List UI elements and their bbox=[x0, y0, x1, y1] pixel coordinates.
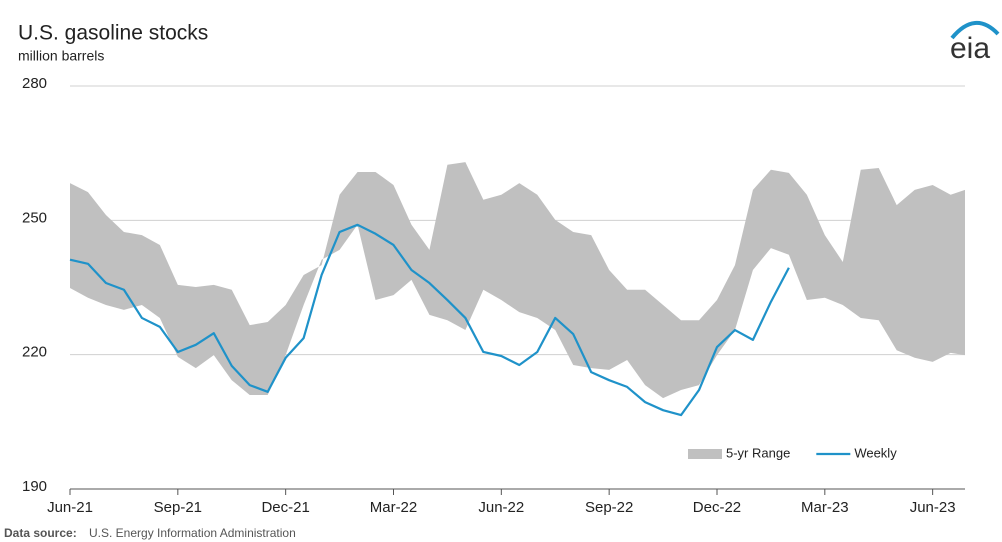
chart-title: U.S. gasoline stocks bbox=[18, 22, 208, 45]
x-tick-label: Jun-21 bbox=[47, 499, 93, 516]
y-tick-label: 220 bbox=[22, 344, 47, 361]
logo-arc bbox=[950, 21, 1000, 40]
y-tick-label: 190 bbox=[22, 478, 47, 495]
x-tick-label: Mar-22 bbox=[370, 499, 418, 516]
x-tick-label: Dec-21 bbox=[261, 499, 309, 516]
legend-swatch bbox=[688, 449, 722, 459]
source-label: Data source: bbox=[4, 526, 77, 540]
x-tick-label: Sep-22 bbox=[585, 499, 633, 516]
logo: eia bbox=[950, 32, 990, 65]
x-tick-label: Jun-23 bbox=[910, 499, 956, 516]
y-tick-label: 250 bbox=[22, 209, 47, 226]
legend-label: Weekly bbox=[854, 445, 897, 460]
line bbox=[69, 223, 790, 417]
x-tick-label: Jun-22 bbox=[478, 499, 524, 516]
x-tick-label: Mar-23 bbox=[801, 499, 849, 516]
legend-label: 5-yr Range bbox=[726, 445, 790, 460]
y-tick-label: 280 bbox=[22, 75, 47, 92]
source-text: U.S. Energy Information Administration bbox=[89, 526, 296, 540]
x-tick-label: Sep-21 bbox=[154, 499, 202, 516]
range-area bbox=[70, 162, 965, 399]
chart-subtitle: million barrels bbox=[18, 48, 104, 64]
x-tick-label: Dec-22 bbox=[693, 499, 741, 516]
